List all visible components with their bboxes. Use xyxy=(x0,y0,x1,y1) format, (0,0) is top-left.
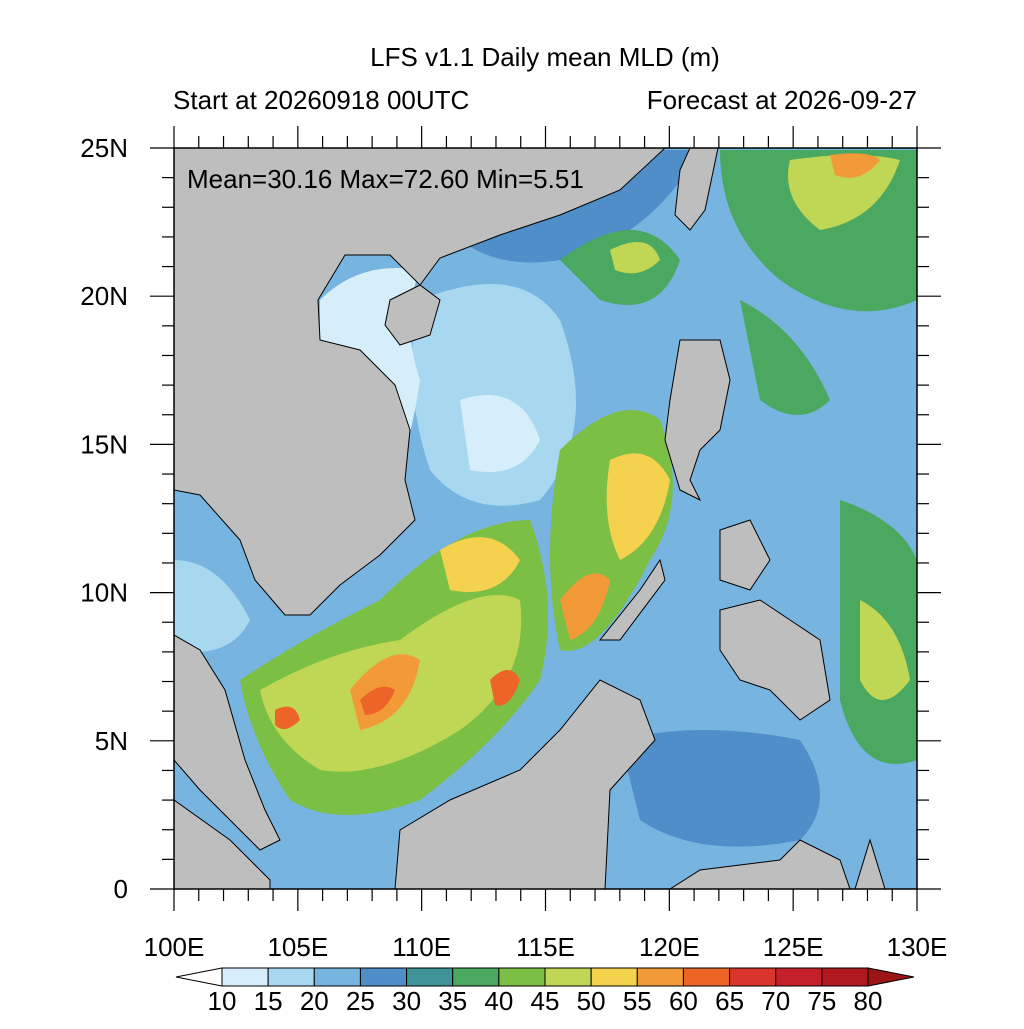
lat-label: 25N xyxy=(80,133,128,163)
colorbar-box xyxy=(590,967,638,987)
colorbar-label: 65 xyxy=(715,986,744,1016)
colorbar-box xyxy=(775,967,823,987)
colorbar-label: 20 xyxy=(300,986,329,1016)
colorbar-label: 10 xyxy=(208,986,237,1016)
colorbar-end xyxy=(867,967,915,987)
land xyxy=(174,148,886,889)
colorbar-label: 25 xyxy=(346,986,375,1016)
lat-label: 10N xyxy=(80,578,128,608)
forecast-time: Forecast at 2026-09-27 xyxy=(647,85,917,115)
colorbar-label: 55 xyxy=(623,986,652,1016)
stats: Mean=30.16 Max=72.60 Min=5.51 xyxy=(187,164,584,194)
colorbar-box xyxy=(636,967,684,987)
colorbar-label: 50 xyxy=(577,986,606,1016)
colorbar-box xyxy=(359,967,408,987)
colorbar-label: 15 xyxy=(254,986,283,1016)
lon-label: 130E xyxy=(887,932,948,962)
start-time: Start at 20260918 00UTC xyxy=(173,85,469,115)
colorbar-box xyxy=(729,967,777,987)
lon-label: 110E xyxy=(392,932,451,962)
colorbar-box xyxy=(406,967,454,987)
colorbar-end xyxy=(175,967,223,987)
title: LFS v1.1 Daily mean MLD (m) xyxy=(370,42,720,72)
colorbar-box xyxy=(452,967,500,987)
colorbar-label: 60 xyxy=(669,986,698,1016)
colorbar-box xyxy=(221,967,269,987)
lon-label: 120E xyxy=(639,932,700,962)
colorbar-label: 75 xyxy=(807,986,836,1016)
colorbar-label: 35 xyxy=(438,986,467,1016)
colorbar-box xyxy=(544,967,592,987)
colorbar-box xyxy=(313,967,361,987)
colorbar-box xyxy=(821,967,869,987)
colorbar-label: 45 xyxy=(531,986,560,1016)
lon-label: 125E xyxy=(763,932,824,962)
field xyxy=(174,148,917,889)
lat-label: 15N xyxy=(80,429,128,459)
colorbar-label: 80 xyxy=(854,986,883,1016)
lon-label: 115E xyxy=(516,932,575,962)
colorbar-box xyxy=(498,967,546,987)
colorbar-label: 40 xyxy=(484,986,513,1016)
colorbar-box xyxy=(682,967,731,987)
colorbar-box xyxy=(267,967,315,987)
colorbar-label: 70 xyxy=(761,986,790,1016)
lon-label: 100E xyxy=(144,932,205,962)
lon-label: 105E xyxy=(267,932,328,962)
lat-label: 5N xyxy=(95,726,128,756)
lat-label: 20N xyxy=(80,281,128,311)
colorbar-label: 30 xyxy=(392,986,421,1016)
lat-label: 0 xyxy=(114,874,128,904)
